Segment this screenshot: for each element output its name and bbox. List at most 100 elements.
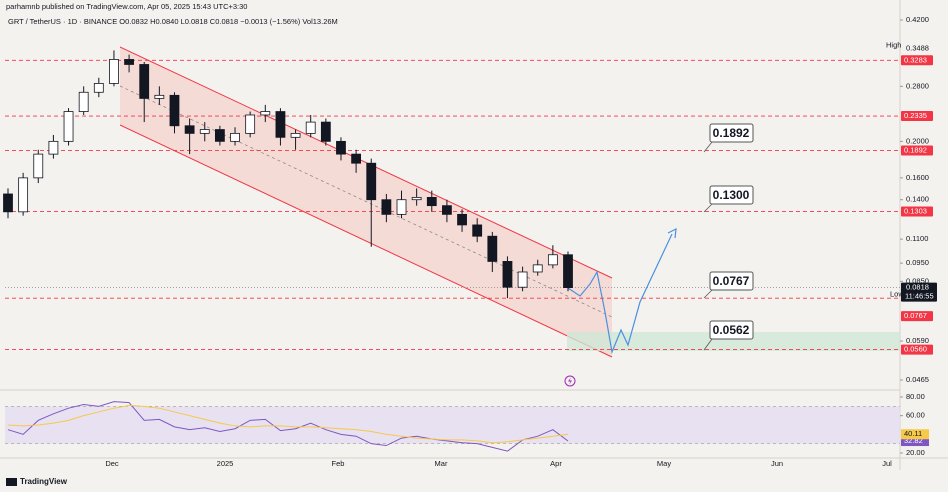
candle-body [547,254,558,266]
countdown: 11:46:55 [905,292,934,301]
candle-body [426,196,437,207]
candle-body [109,59,119,84]
rsi-line [7,401,569,452]
callout-text: 0.0562 [713,323,750,337]
y-tick-label: 0.2000 [906,136,929,145]
last-price-bg [901,282,937,302]
rsi-tick-label: 20.00 [906,448,925,457]
channel [120,47,612,357]
candle-body [366,162,377,201]
candle-body [381,199,392,215]
x-tick-label: Mar [435,459,448,468]
level-label-bg [901,111,933,122]
logo-mark [6,478,17,486]
candle-body [169,94,180,127]
candle-body [260,111,271,116]
y-tick-label: 0.1400 [906,195,929,204]
header: parhamnb published on TradingView.com, A… [6,2,247,11]
candle-body [63,111,74,142]
symbol-legend: GRT / TetherUS · 1D · BINANCE O0.0832 H0… [8,17,338,26]
rsi-value-bg [901,436,929,447]
candle-body [3,193,13,213]
callout-pointer [703,338,713,351]
candle-body [320,121,331,142]
callout-text: 0.0767 [713,274,750,288]
high-text: High [886,40,901,49]
candle-body [275,111,286,138]
candle-body [290,132,301,138]
last-price-label: 0.0818 [906,283,929,292]
y-tick-label: 0.0590 [906,336,929,345]
x-tick-label: 2025 [217,459,234,468]
candle-body [184,125,195,134]
level-label: 0.0560 [904,345,927,354]
x-tick-label: Jun [771,459,783,468]
level-label-bg [901,311,933,322]
candle-body [517,271,528,288]
candle-body [487,235,498,262]
callout-box [709,185,754,205]
callout-text: 0.1300 [713,188,750,202]
channel-mid [119,85,613,318]
y-tick-label: 0.0465 [906,375,929,384]
level-label-bg [901,55,933,66]
callout-text: 0.1892 [713,126,750,140]
x-tick-label: Dec [105,459,119,468]
rsi-tick-label: 60.00 [906,411,925,420]
callout-box [709,320,754,340]
candle-body [48,140,59,155]
y-tick-label: 0.4200 [906,15,929,24]
rsi-value-label: 32.82 [904,436,923,445]
projection-path [567,233,673,355]
candle-body [230,132,240,142]
rsi-band [5,406,900,444]
callout-box [709,271,754,291]
rsi-value-label: 40.11 [904,429,922,438]
level-label: 0.2335 [904,111,927,120]
callout-pointer [703,203,713,213]
candle-body [563,254,573,289]
y-tick-label: 0.0950 [906,258,929,267]
rsi-tick-label: 80.00 [906,392,925,401]
level-label: 0.1303 [904,206,927,215]
channel-bottom [119,124,613,358]
candle-body [351,153,362,164]
level-label: 0.3283 [904,55,927,64]
x-tick-label: Feb [332,459,345,468]
candle-body [305,121,316,134]
candle-body [124,59,134,65]
level-label: 0.1892 [904,145,927,154]
candle-body [139,64,150,99]
candle-body [442,205,452,215]
level-label-bg [901,344,933,355]
candle-body [93,83,104,93]
projection-arrow [667,227,677,239]
level-label: 0.0767 [904,311,927,320]
candle-body [336,140,346,155]
callout-pointer [703,141,713,153]
candle-body [411,196,422,201]
rsi-line [7,404,569,444]
channel-top [119,46,613,279]
x-tick-label: Apr [550,459,562,468]
callout-box [709,123,754,143]
event-icon [564,375,576,387]
x-tick-label: May [657,459,671,468]
level-label-bg [901,145,933,156]
high-label: 0.3488 [906,43,929,52]
callout-pointer [703,289,713,299]
candle-body [472,224,483,237]
y-tick-label: 0.2800 [906,81,929,90]
candle-body [18,177,29,213]
target-zone [567,332,900,351]
candle-body [154,94,165,99]
candle-body [33,153,44,179]
candle-body [532,264,543,273]
footer-logo: TradingView [20,477,68,486]
event-icon-bolt [568,377,572,385]
candle-body [502,261,513,288]
candle-body [396,199,407,215]
y-tick-label: 0.1600 [906,173,929,182]
